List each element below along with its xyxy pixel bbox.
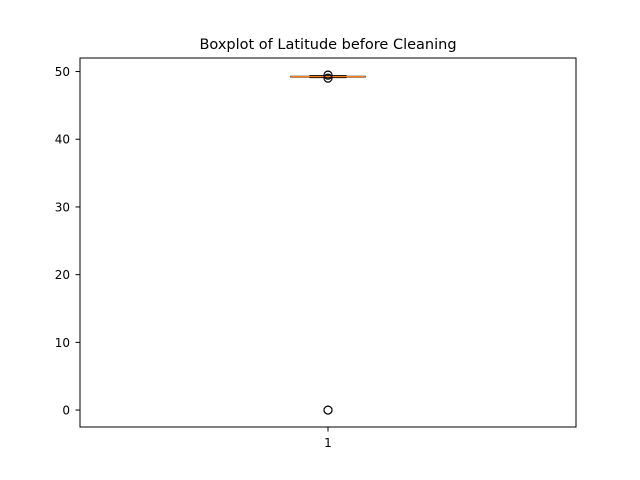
boxplot-series <box>290 70 366 415</box>
outlier-point <box>323 70 333 80</box>
y-tick-label: 20 <box>55 268 70 282</box>
y-tick-label: 10 <box>55 336 70 350</box>
x-tick-label: 1 <box>324 436 332 450</box>
plot-area-frame <box>79 57 577 428</box>
y-tick-label: 0 <box>62 404 70 418</box>
y-tick-label: 50 <box>55 65 70 79</box>
y-axis: 0 10 20 30 40 50 <box>55 65 80 418</box>
box-group <box>290 70 366 415</box>
y-tick-label: 40 <box>55 133 70 147</box>
outlier-point <box>323 73 333 83</box>
x-axis: 1 <box>324 427 332 450</box>
chart-title: Boxplot of Latitude before Cleaning <box>199 37 456 53</box>
outlier-point <box>323 405 333 415</box>
y-tick-label: 30 <box>55 200 70 214</box>
